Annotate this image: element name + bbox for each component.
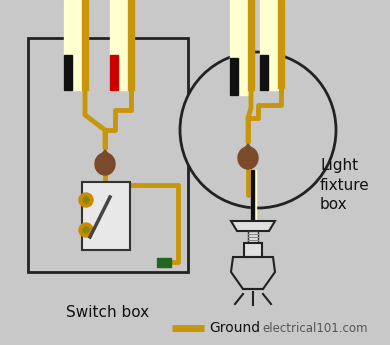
Text: Light
fixture
box: Light fixture box [320, 158, 370, 212]
Circle shape [79, 193, 93, 207]
Bar [251, 170, 254, 225]
Bar [64, 55, 72, 90]
Bar [230, 0, 248, 95]
Ellipse shape [238, 147, 258, 169]
Bar [248, 231, 258, 243]
Circle shape [83, 227, 89, 233]
Bar [157, 258, 171, 267]
Bar [230, 58, 238, 95]
Bar [260, 0, 278, 90]
Bar [82, 0, 88, 90]
Bar [278, 0, 284, 88]
Bar [64, 0, 82, 90]
Bar [82, 182, 130, 250]
Text: Switch box: Switch box [66, 305, 149, 320]
Polygon shape [97, 150, 113, 160]
Text: Ground: Ground [209, 321, 260, 335]
Polygon shape [240, 144, 256, 154]
Circle shape [180, 52, 336, 208]
Ellipse shape [95, 153, 115, 175]
Bar [110, 0, 128, 90]
Bar [110, 55, 118, 90]
Bar [260, 55, 268, 90]
Bar [251, 170, 256, 225]
Bar [28, 38, 188, 272]
Circle shape [83, 197, 89, 203]
Bar [244, 243, 262, 257]
Polygon shape [231, 221, 275, 231]
Text: electrical101.com: electrical101.com [262, 322, 368, 335]
Bar [248, 0, 254, 90]
Circle shape [79, 223, 93, 237]
Bar [128, 0, 134, 90]
